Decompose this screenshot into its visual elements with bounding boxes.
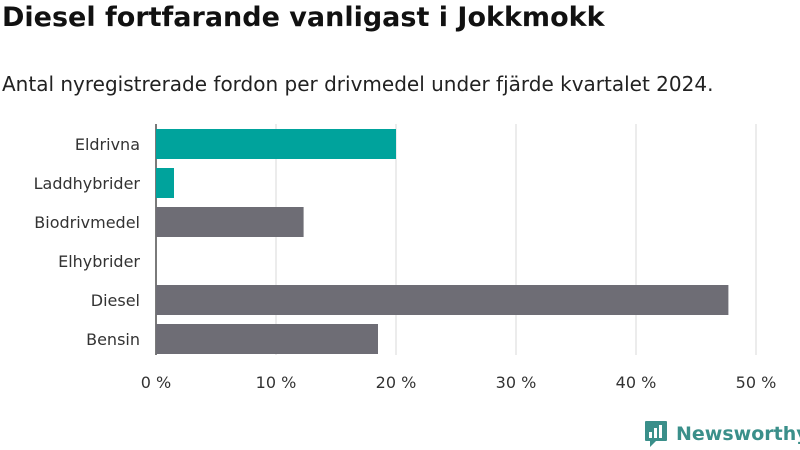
x-tick-label: 50 % [736,373,777,392]
bar-diesel [156,285,729,315]
brand-label: Newsworthy [676,423,800,445]
category-label: Bensin [86,330,140,349]
newsworthy-logo-icon [645,421,667,447]
grid-lines [155,124,757,355]
category-label: Elhybrider [58,252,140,271]
category-labels: Eldrivna Laddhybrider Biodrivmedel Elhybrid… [34,135,141,349]
chart-subtitle: Antal nyregistrerade fordon per drivmede… [2,72,714,96]
bar-bensin [156,324,378,354]
bar-eldrivna [156,129,396,159]
x-tick-label: 20 % [376,373,417,392]
category-label: Diesel [91,291,140,310]
x-tick-labels: 0 % 10 % 20 % 30 % 40 % 50 % [141,373,777,392]
x-tick-label: 30 % [496,373,537,392]
category-label: Laddhybrider [34,174,141,193]
x-tick-label: 40 % [616,373,657,392]
category-label: Biodrivmedel [34,213,140,232]
category-label: Eldrivna [75,135,140,154]
x-tick-label: 0 % [141,373,171,392]
brand-logo: Newsworthy [644,420,800,448]
bars [156,129,729,354]
bar-laddhybrider [156,168,174,198]
bar-chart: Eldrivna Laddhybrider Biodrivmedel Elhybrid… [34,124,777,392]
chart-title: Diesel fortfarande vanligast i Jokkmokk [2,2,605,33]
bar-biodrivmedel [156,207,304,237]
x-tick-label: 10 % [256,373,297,392]
